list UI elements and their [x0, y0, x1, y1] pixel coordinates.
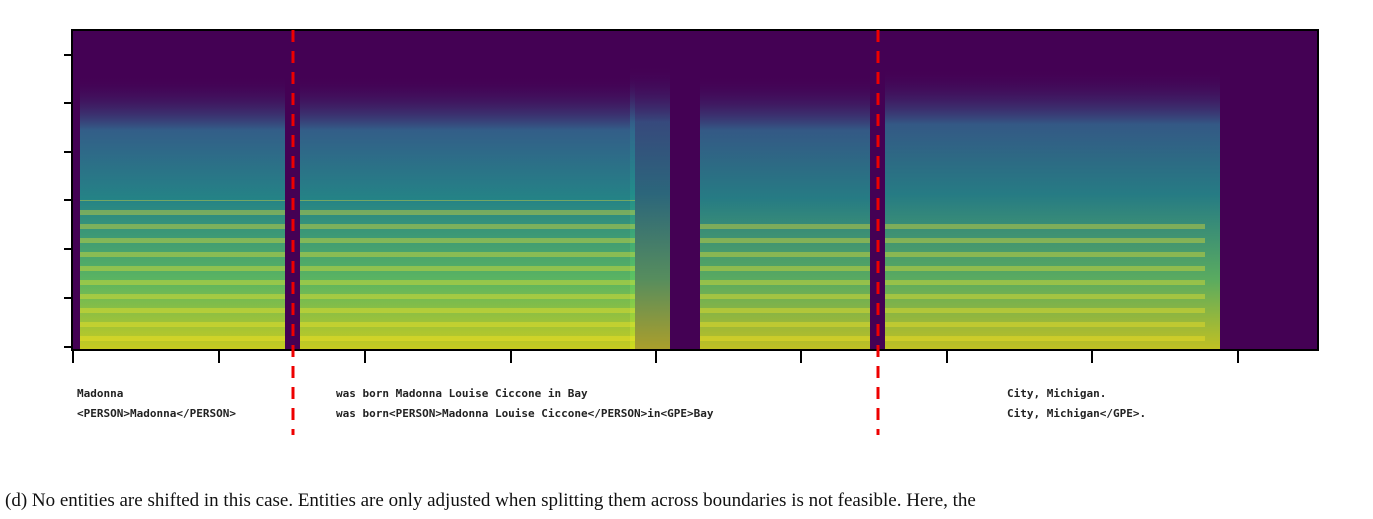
- boundaries: [291, 30, 880, 435]
- caption: (d) No entities are shifted in this case…: [5, 490, 976, 511]
- segment-text: Madonna: [77, 387, 123, 400]
- segment-tagged: City, Michigan</GPE>.: [1007, 407, 1146, 420]
- segment-text: City, Michigan.: [1007, 387, 1106, 400]
- segment-tagged: was born<PERSON>Madonna Louise Ciccone</…: [336, 407, 714, 420]
- ticks: [64, 54, 1239, 363]
- segment-tagged: <PERSON>Madonna</PERSON>: [77, 407, 236, 420]
- spectrogram: [71, 29, 1319, 351]
- segment-text: was born Madonna Louise Ciccone in Bay: [336, 387, 588, 400]
